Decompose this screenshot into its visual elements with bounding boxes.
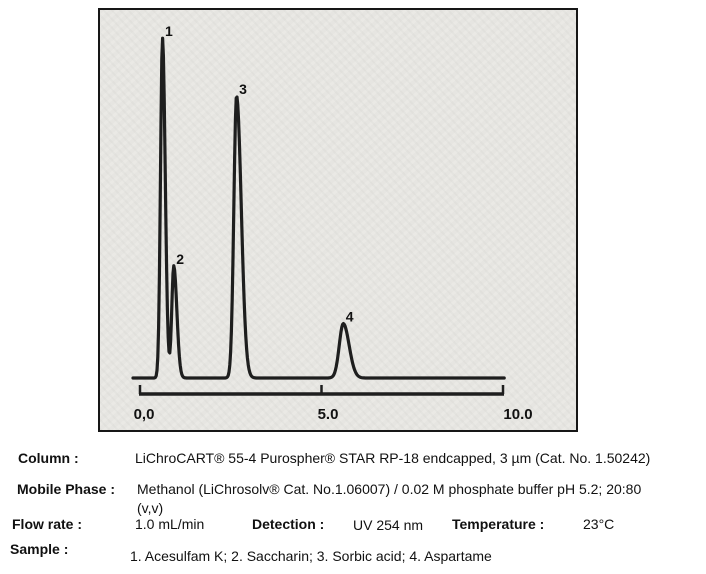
detection-label: Detection :: [252, 516, 325, 532]
mobile-phase-value: Methanol (LiChrosolv® Cat. No.1.06007) /…: [137, 481, 642, 497]
peak-label: 3: [239, 81, 247, 97]
temperature-label: Temperature :: [452, 516, 545, 532]
mobile-phase-value-cont: (v,v): [137, 500, 164, 516]
flow-rate-value: 1.0 mL/min: [135, 516, 205, 532]
mobile-phase-label: Mobile Phase :: [17, 481, 116, 497]
column-label: Column :: [18, 450, 79, 466]
chromatogram-plot: 0,0 5.0 10.0 1 2 3 4: [131, 23, 533, 423]
sample-value: 1. Acesulfam K; 2. Saccharin; 3. Sorbic …: [130, 548, 492, 564]
peak-label: 2: [176, 251, 184, 267]
sample-label: Sample :: [10, 541, 69, 557]
column-value: LiChroCART® 55-4 Purospher® STAR RP-18 e…: [135, 450, 651, 466]
chromatogram-panel: 0,0 5.0 10.0 1 2 3 4: [98, 8, 578, 432]
peak-label: 4: [346, 309, 354, 325]
x-axis-tick-label: 10.0: [503, 406, 532, 423]
detection-value: UV 254 nm: [353, 517, 424, 533]
temperature-value: 23°C: [583, 516, 615, 532]
peak-label: 1: [165, 23, 173, 39]
x-axis-tick-label: 0,0: [134, 406, 155, 423]
x-axis-tick-label: 5.0: [318, 406, 339, 423]
flow-rate-label: Flow rate :: [12, 516, 83, 532]
trace-path: [131, 36, 506, 380]
